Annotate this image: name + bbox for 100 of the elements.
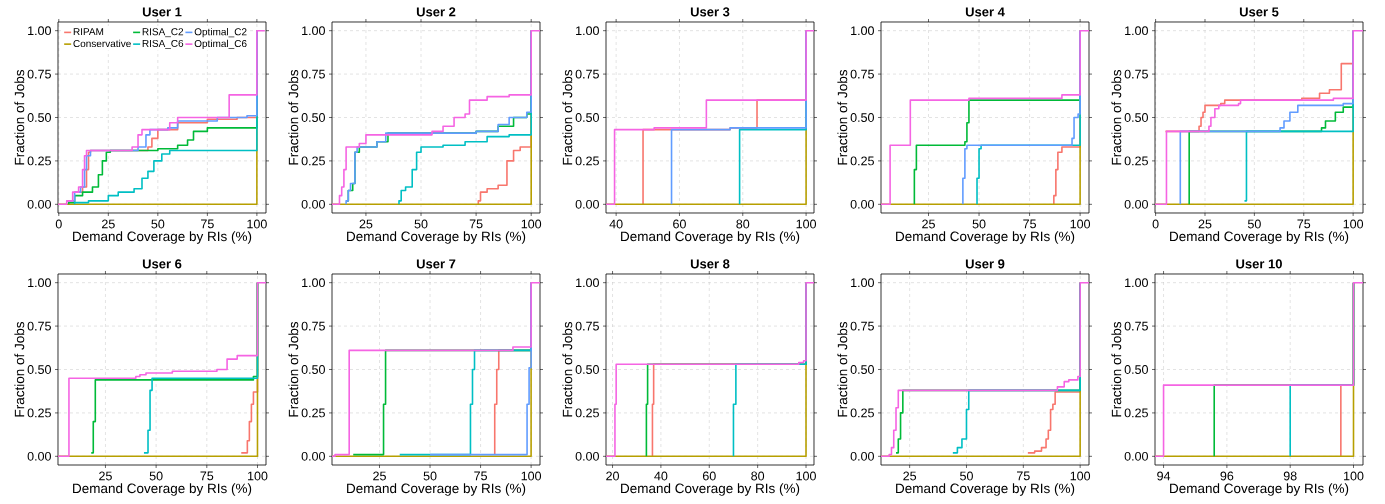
x-tick-label: 60 [673, 219, 686, 229]
x-axis-title: Demand Coverage by RIs (%) [896, 231, 1075, 244]
y-tick-label: 1.00 [28, 26, 51, 36]
y-axis-title: Fraction of Jobs [14, 321, 25, 417]
y-tick-label: 0.00 [1124, 451, 1148, 461]
y-tick-label: 0.00 [1124, 199, 1148, 209]
legend-label: Optimal_C6 [194, 39, 247, 50]
y-tick-label: 0.50 [575, 365, 599, 374]
y-tick-label: 0.25 [575, 408, 599, 418]
y-tick-label: 0.00 [575, 199, 599, 209]
chart-title: User 9 [965, 259, 1005, 269]
x-tick-label: 75 [1017, 471, 1030, 481]
y-tick-label: 0.75 [1124, 69, 1148, 79]
y-axis-title: Fraction of Jobs [837, 321, 848, 417]
y-tick-label: 0.50 [1124, 365, 1148, 374]
x-tick-label: 50 [972, 219, 986, 229]
chart-title: User 7 [416, 259, 456, 269]
y-tick-label: 1.00 [302, 278, 325, 288]
legend-label: RIPAM [73, 28, 104, 36]
y-tick-label: 0.75 [301, 321, 325, 331]
x-tick-label: 100 [1344, 471, 1364, 481]
x-tick-label: 0 [1152, 219, 1159, 229]
x-tick-label: 50 [423, 471, 437, 481]
y-tick-label: 0.00 [301, 199, 325, 209]
x-tick-label: 100 [796, 471, 816, 481]
x-tick-label: 80 [751, 471, 765, 481]
y-tick-label: 1.00 [302, 26, 325, 36]
x-tick-label: 100 [521, 471, 542, 481]
x-tick-label: 50 [960, 471, 973, 481]
y-tick-label: 0.50 [27, 365, 51, 374]
y-tick-label: 0.50 [27, 113, 51, 122]
x-tick-label: 20 [606, 471, 619, 481]
x-tick-label: 100 [1070, 219, 1091, 229]
x-axis-title: Demand Coverage by RIs (%) [1170, 483, 1349, 496]
chart-title: User 8 [690, 259, 730, 269]
y-tick-label: 0.75 [850, 69, 874, 79]
y-tick-label: 0.00 [575, 451, 599, 461]
x-tick-label: 80 [736, 219, 750, 229]
x-tick-label: 60 [702, 471, 716, 481]
y-tick-label: 0.25 [27, 408, 51, 418]
x-axis-title: Demand Coverage by RIs (%) [73, 483, 252, 496]
chart-title: User 4 [965, 7, 1005, 17]
y-tick-label: 0.50 [301, 113, 325, 122]
x-axis-title: Demand Coverage by RIs (%) [347, 231, 526, 244]
y-tick-label: 0.75 [27, 69, 51, 79]
x-tick-label: 25 [1198, 219, 1212, 229]
y-tick-label: 0.75 [575, 69, 599, 79]
y-tick-label: 1.00 [1125, 26, 1148, 36]
y-tick-label: 0.25 [1124, 156, 1148, 166]
y-axis-title: Fraction of Jobs [1111, 321, 1122, 417]
x-axis-title: Demand Coverage by RIs (%) [621, 231, 800, 244]
x-tick-label: 100 [521, 219, 542, 229]
x-axis-title: Demand Coverage by RIs (%) [1170, 231, 1349, 244]
y-axis-title: Fraction of Jobs [14, 69, 25, 165]
x-tick-label: 75 [1023, 219, 1037, 229]
y-tick-label: 0.00 [27, 451, 51, 461]
legend-label: RISA_C2 [142, 28, 184, 38]
x-tick-label: 94 [1157, 471, 1171, 481]
y-tick-label: 0.00 [301, 451, 325, 461]
y-tick-label: 0.25 [575, 156, 599, 166]
y-tick-label: 0.00 [850, 199, 874, 209]
x-axis-title: Demand Coverage by RIs (%) [73, 231, 252, 244]
x-tick-label: 50 [1247, 219, 1261, 229]
y-tick-label: 0.75 [575, 321, 599, 331]
x-tick-label: 100 [247, 219, 267, 229]
y-tick-label: 0.25 [850, 408, 874, 418]
y-tick-label: 0.50 [301, 365, 325, 374]
y-axis-title: Fraction of Jobs [288, 321, 299, 417]
x-tick-label: 50 [151, 219, 165, 229]
y-tick-label: 0.25 [301, 408, 325, 418]
x-tick-label: 25 [101, 219, 115, 229]
chart-title: User 1 [142, 7, 182, 17]
x-tick-label: 100 [1343, 219, 1364, 229]
y-tick-label: 0.50 [575, 113, 599, 122]
x-axis-title: Demand Coverage by RIs (%) [347, 483, 526, 496]
y-tick-label: 1.00 [28, 278, 51, 288]
y-axis-title: Fraction of Jobs [562, 69, 573, 165]
y-axis-title: Fraction of Jobs [562, 321, 573, 417]
y-tick-label: 0.00 [27, 199, 51, 209]
x-tick-label: 75 [1297, 219, 1311, 229]
y-tick-label: 0.75 [850, 321, 874, 331]
y-axis-title: Fraction of Jobs [1111, 69, 1122, 165]
y-tick-label: 0.75 [27, 321, 51, 331]
y-axis-title: Fraction of Jobs [837, 69, 848, 165]
chart-title: User 3 [690, 7, 730, 17]
x-tick-label: 0 [55, 219, 62, 229]
x-tick-label: 40 [654, 471, 668, 481]
y-tick-label: 1.00 [851, 26, 874, 36]
legend-label: Optimal_C2 [194, 28, 247, 38]
x-tick-label: 50 [149, 471, 163, 481]
x-axis-title: Demand Coverage by RIs (%) [621, 483, 800, 496]
y-tick-label: 0.75 [301, 69, 325, 79]
x-tick-label: 98 [1283, 471, 1297, 481]
y-tick-label: 0.25 [27, 156, 51, 166]
x-tick-label: 75 [201, 219, 214, 229]
y-tick-label: 0.50 [850, 365, 874, 374]
y-tick-label: 0.50 [850, 113, 874, 122]
x-tick-label: 25 [359, 219, 373, 229]
chart-title: User 5 [1239, 7, 1279, 17]
y-tick-label: 0.50 [1124, 113, 1148, 122]
